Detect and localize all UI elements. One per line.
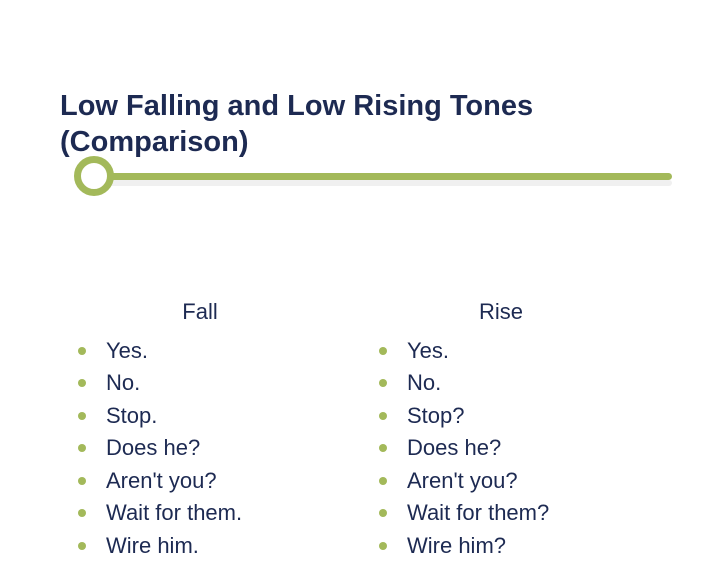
list-item: Wait for them.	[70, 497, 371, 530]
list-item: Wait for them?	[371, 497, 672, 530]
list-item: Wire him?	[371, 530, 672, 562]
list-item: No.	[70, 367, 371, 400]
list-item: Yes.	[70, 335, 371, 368]
list-item: Aren't you?	[70, 465, 371, 498]
left-list: Yes. No. Stop. Does he? Aren't you? Wait…	[70, 335, 371, 562]
accent-line	[90, 173, 672, 180]
title-line-2: (Comparison)	[60, 126, 249, 158]
slide-title: Low Falling and Low Rising Tones (Compar…	[60, 88, 672, 161]
list-item: Stop.	[70, 400, 371, 433]
accent-circle-icon	[74, 156, 114, 196]
list-item: Stop?	[371, 400, 672, 433]
list-item: No.	[371, 367, 672, 400]
accent-divider	[48, 166, 672, 194]
title-line-1: Low Falling and Low Rising Tones	[60, 90, 533, 122]
right-column-header: Rise	[371, 299, 601, 325]
left-column: Fall Yes. No. Stop. Does he? Aren't you?…	[70, 299, 371, 562]
left-column-header: Fall	[70, 299, 300, 325]
right-column: Rise Yes. No. Stop? Does he? Aren't you?…	[371, 299, 672, 562]
content-columns: Fall Yes. No. Stop. Does he? Aren't you?…	[48, 299, 672, 562]
list-item: Aren't you?	[371, 465, 672, 498]
list-item: Yes.	[371, 335, 672, 368]
accent-shadow	[90, 180, 672, 186]
list-item: Wire him.	[70, 530, 371, 562]
list-item: Does he?	[371, 432, 672, 465]
right-list: Yes. No. Stop? Does he? Aren't you? Wait…	[371, 335, 672, 562]
slide: Low Falling and Low Rising Tones (Compar…	[0, 0, 720, 540]
list-item: Does he?	[70, 432, 371, 465]
